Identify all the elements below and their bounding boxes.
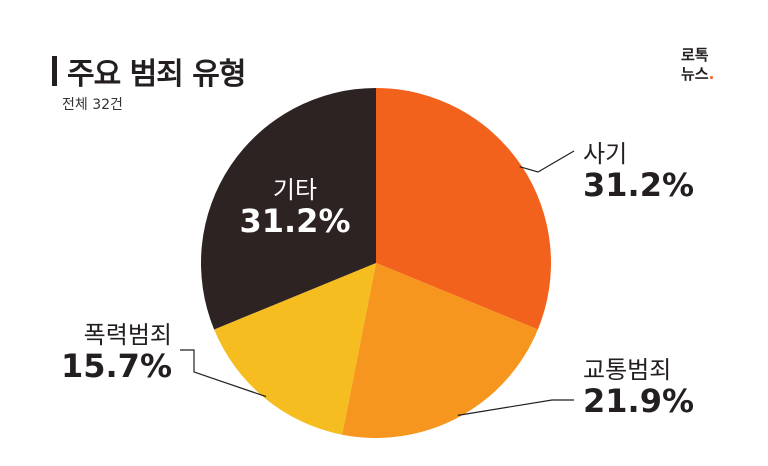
brand-logo: 로톡 뉴스. xyxy=(681,46,714,84)
chart-title: 주요 범죄 유형 xyxy=(67,57,246,92)
slice-label-other: 기타 xyxy=(273,176,317,204)
logo-line-2-wrap: 뉴스. xyxy=(681,65,714,84)
slice-value-other: 31.2% xyxy=(239,202,350,240)
slice-value-violent-crime: 15.7% xyxy=(61,347,172,385)
logo-line-2: 뉴스 xyxy=(681,65,709,83)
slice-label-violent-crime: 폭력범죄 xyxy=(84,321,172,349)
title-block: 주요 범죄 유형 xyxy=(52,50,246,92)
slice-label-traffic-crime: 교통범죄 xyxy=(583,356,671,384)
pie-slices xyxy=(200,88,552,438)
slice-value-fraud: 31.2% xyxy=(583,166,694,204)
pie-slice-other xyxy=(200,88,376,330)
logo-line-1: 로톡 xyxy=(681,46,709,64)
slice-label-fraud: 사기 xyxy=(583,140,627,168)
leader-lines xyxy=(180,150,575,416)
pie-slice-fraud xyxy=(376,88,552,330)
pie-slice-traffic-crime xyxy=(342,263,538,438)
leader-line-fraud xyxy=(519,150,575,173)
logo-dot: . xyxy=(708,65,715,83)
chart-subtitle: 전체 32건 xyxy=(62,97,123,113)
leader-line-violent-crime xyxy=(180,349,267,398)
pie-slice-violent-crime xyxy=(214,263,376,435)
leader-line-traffic-crime xyxy=(457,399,574,416)
slice-value-traffic-crime: 21.9% xyxy=(583,382,694,420)
title-accent-bar xyxy=(52,56,57,86)
